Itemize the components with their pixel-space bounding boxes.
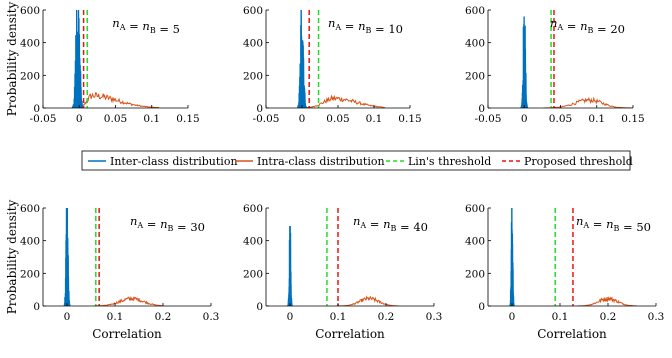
x-tick-label: 0.3 [648,311,665,323]
inter-class-histogram [509,208,515,306]
y-tick-label: 200 [465,268,485,280]
sample-size-annotation: nA = nB = 40 [353,214,428,234]
inter-class-histogram [71,10,84,108]
plot-area [287,208,399,306]
y-tick-label: 600 [20,203,40,215]
legend-box [81,150,631,171]
legend-entry-lin: Lin's threshold [386,155,491,168]
legend-entry-proposed: Proposed threshold [502,155,633,168]
y-tick-label: 200 [243,268,263,280]
x-axis-label: Correlation [92,327,162,341]
x-tick-label: 0.1 [330,311,347,323]
y-tick-label: 0 [256,103,263,115]
x-axis-label: Correlation [537,327,607,341]
intra-class-histogram [93,295,164,306]
inter-class-histogram [520,16,529,108]
x-tick-label: 0.1 [107,311,124,323]
inter-class-histogram [287,225,293,306]
plot-area [297,10,385,108]
x-tick-label: 0.05 [104,113,127,125]
sample-size-annotation: nA = nB = 50 [576,214,651,234]
x-tick-label: 0 [64,311,71,323]
y-tick-label: 200 [465,70,485,82]
legend: Inter-class distribution Intra-class dist… [81,150,633,171]
x-tick-label: 0.15 [176,113,199,125]
y-tick-label: 600 [465,5,485,17]
intra-class-histogram [338,295,399,306]
x-tick-label: -0.05 [253,113,280,125]
inter-class-histogram [63,208,71,306]
y-tick-label: 400 [20,236,40,248]
x-axis-label: Correlation [315,327,385,341]
y-tick-label: 400 [20,38,40,50]
sample-size-annotation: nA = nB = 30 [130,214,205,234]
legend-label-inter: Inter-class distribution [110,155,238,168]
intra-class-histogram [299,94,385,108]
y-tick-label: 0 [478,301,485,313]
legend-label-lin: Lin's threshold [408,155,491,168]
y-tick-label: 400 [243,38,263,50]
sample-size-annotation: nA = nB = 5 [112,16,180,36]
x-tick-label: -0.05 [30,113,57,125]
legend-entry-intra: Intra-class distribution [235,155,385,168]
sample-size-annotation: nA = nB = 10 [328,16,403,36]
subplot-5: 0 0.1 0.2 0.3 0 200 400 600 nA = nB = 40 Correlat… [243,203,442,341]
x-tick-label: 0.1 [552,311,569,323]
x-tick-label: 0.3 [203,311,220,323]
x-tick-label: 0.2 [155,311,172,323]
y-tick-label: 600 [20,5,40,17]
y-tick-label: 400 [465,38,485,50]
x-tick-label: 0 [299,113,306,125]
x-tick-label: 0.15 [398,113,421,125]
x-tick-label: 0.1 [588,113,605,125]
y-tick-label: 200 [243,70,263,82]
x-tick-label: 0.2 [378,311,395,323]
y-tick-label: 0 [33,103,40,115]
x-tick-label: 0 [509,311,516,323]
plot-area [63,208,164,306]
subplot-4: 0 0.1 0.2 0.3 0 200 400 600 nA = nB = 30 Probabil… [5,199,219,341]
x-tick-label: 0.3 [426,311,443,323]
x-tick-label: 0 [287,311,294,323]
intra-class-histogram [577,295,637,306]
x-tick-label: 0.15 [621,113,644,125]
intra-class-histogram [543,96,633,108]
x-tick-label: 0 [521,113,528,125]
y-tick-label: 400 [243,236,263,248]
y-axis-label: Probability density [5,199,19,314]
subplot-6: 0 0.1 0.2 0.3 0 200 400 600 nA = nB = 50 Correlat… [465,203,664,341]
x-tick-label: 0.2 [600,311,617,323]
y-tick-label: 0 [478,103,485,115]
x-tick-label: -0.05 [475,113,502,125]
y-tick-label: 0 [33,301,40,313]
y-axis-label: Probability density [5,1,19,116]
intra-class-histogram [76,92,160,108]
y-tick-label: 200 [20,268,40,280]
x-tick-label: 0.05 [326,113,349,125]
x-tick-label: 0.1 [143,113,160,125]
plot-area [520,10,633,108]
sample-size-annotation: nA = nB = 20 [550,16,625,36]
plot-area [71,10,160,108]
y-tick-label: 600 [243,5,263,17]
legend-label-intra: Intra-class distribution [257,155,385,168]
legend-entry-inter: Inter-class distribution [88,155,238,168]
y-tick-label: 600 [465,203,485,215]
y-tick-label: 600 [243,203,263,215]
legend-label-proposed: Proposed threshold [524,155,633,168]
y-tick-label: 400 [465,236,485,248]
x-tick-label: 0 [76,113,83,125]
x-tick-label: 0.1 [366,113,383,125]
y-tick-label: 0 [256,301,263,313]
plot-area [509,208,637,306]
inter-class-histogram [297,10,307,108]
x-tick-label: 0.05 [549,113,572,125]
y-tick-label: 200 [20,70,40,82]
